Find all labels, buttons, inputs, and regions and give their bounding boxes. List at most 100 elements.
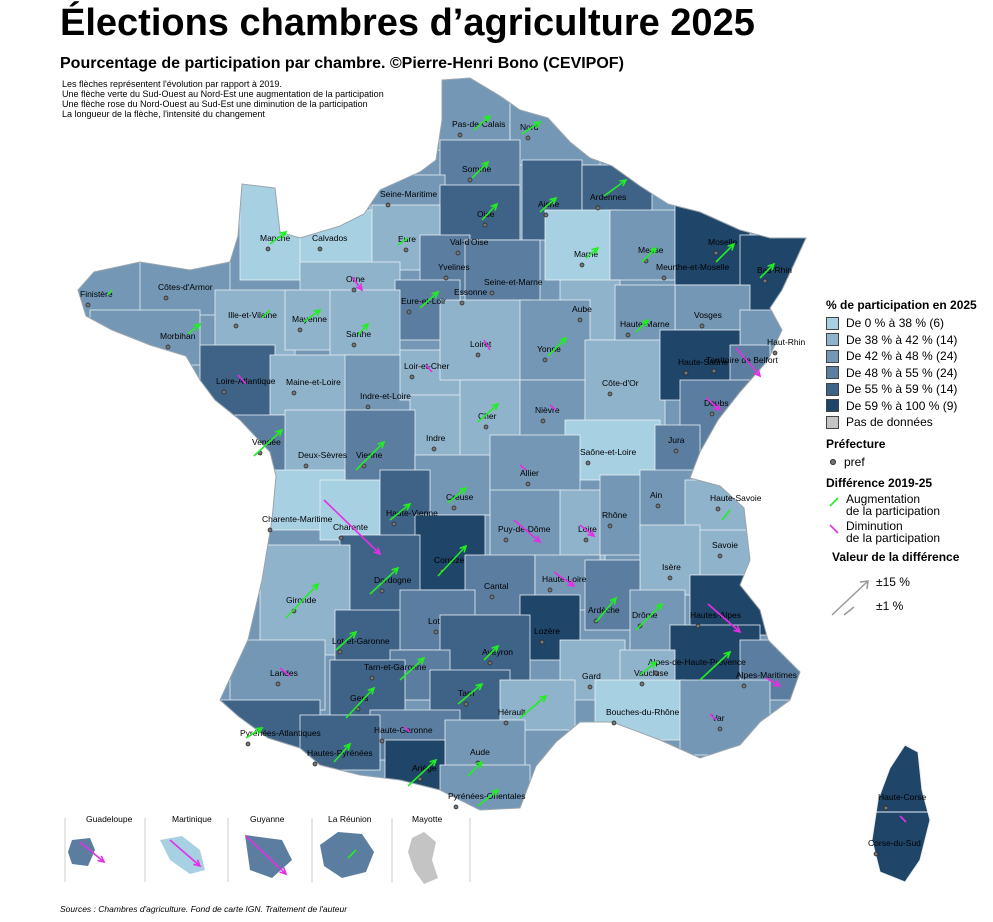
prefecture-dot	[503, 537, 509, 543]
prefecture-dot	[607, 523, 613, 529]
prefecture-dot	[303, 463, 309, 469]
prefecture-dot	[487, 660, 493, 666]
prefecture-dot	[717, 553, 723, 559]
prefecture-dot	[489, 290, 495, 296]
legend-prefecture-label: pref	[844, 454, 865, 469]
prefecture-dot	[587, 684, 593, 690]
note-line: Une flèche rose du Nord-Ouest au Sud-Est…	[62, 99, 368, 109]
prefecture-dot	[762, 278, 768, 284]
prefecture-dot	[607, 391, 613, 397]
map-subtitle: Pourcentage de participation par chambre…	[60, 55, 624, 72]
prefecture-dot	[85, 302, 91, 308]
department-label: Val-d'Oise	[450, 237, 489, 247]
department-label: Vienne	[356, 450, 383, 460]
increase-arrow	[639, 660, 658, 676]
increase-arrow	[245, 727, 264, 739]
legend-value-big: ±15 %	[876, 575, 910, 589]
prefecture-dot	[577, 317, 583, 323]
department-label: Drôme	[632, 610, 658, 620]
prefecture-dot	[883, 805, 889, 811]
prefecture-dot	[639, 681, 645, 687]
increase-arrow	[389, 502, 412, 521]
decrease-arrow	[549, 404, 557, 411]
increase-arrow	[471, 160, 490, 179]
department-label: Ariège	[412, 763, 437, 773]
prefecture-dot	[275, 681, 281, 687]
legend-class-item: De 42 % à 48 % (24)	[826, 348, 993, 365]
decrease-arrow	[765, 677, 782, 687]
increase-arrow	[473, 114, 492, 131]
prefecture-dot	[312, 761, 318, 767]
department-label: Yonne	[537, 344, 561, 354]
prefecture-dot	[365, 404, 371, 410]
prefecture-dot	[467, 177, 473, 183]
increase-arrow	[539, 196, 558, 213]
department-label: Eure-et-Loir	[401, 296, 446, 306]
department-label: Indre	[426, 433, 446, 443]
prefecture-dot	[625, 332, 631, 338]
department-label: Vosges	[694, 310, 722, 320]
department-label: Jura	[668, 435, 685, 445]
increase-arrow-icon	[829, 497, 839, 507]
increase-arrow	[715, 242, 736, 263]
department-label: Hérault	[498, 707, 526, 717]
increase-arrow	[585, 246, 600, 259]
department-label: Corrèze	[434, 555, 465, 565]
prefecture-dot	[457, 132, 463, 138]
department-label: Indre-et-Loire	[360, 391, 411, 401]
legend-class-item: De 55 % à 59 % (14)	[826, 381, 993, 398]
increase-arrow	[481, 202, 499, 221]
decrease-arrow	[403, 726, 411, 733]
prefecture-dot	[873, 851, 879, 857]
legend-increase-item: Augmentation de la participation	[826, 493, 993, 517]
legend-increase-line2: de la participation	[846, 504, 941, 518]
prefecture-dot	[463, 701, 469, 707]
legend-value-scale: ±15 % ±1 %	[826, 567, 993, 617]
increase-arrow	[603, 178, 628, 197]
value-scale-arrows-icon	[831, 580, 869, 616]
increase-arrow	[419, 290, 440, 309]
department-label: Charente	[333, 522, 368, 532]
decrease-arrow	[579, 524, 596, 538]
overseas-label: La Réunion	[328, 814, 372, 824]
department-label: Loiret	[470, 339, 492, 349]
department-label: Isère	[662, 562, 681, 572]
department-label: Landes	[270, 668, 298, 678]
increase-arrow	[635, 602, 664, 631]
change-arrows	[79, 114, 907, 876]
prefecture-dot	[431, 446, 437, 452]
increase-arrow	[457, 682, 484, 705]
decrease-arrow	[519, 464, 527, 471]
prefecture-dot	[585, 460, 591, 466]
prefecture-dot	[385, 202, 391, 208]
increase-arrow	[547, 336, 568, 357]
department-label: Aude	[470, 747, 490, 757]
prefecture-dot-icon	[830, 458, 836, 465]
prefecture-dot	[482, 222, 488, 228]
prefecture-dot	[543, 212, 549, 218]
department-label: Côte-d'Or	[602, 378, 639, 388]
legend-class-item: De 38 % à 42 % (14)	[826, 332, 993, 349]
department-label: Ardèche	[588, 605, 620, 615]
prefecture-dot	[351, 342, 357, 348]
prefecture-dot	[337, 649, 343, 655]
legend-decrease-item: Diminution de la participation	[826, 520, 993, 544]
increase-arrow	[521, 121, 542, 135]
overseas-insets	[64, 818, 471, 884]
department-label: Deux-Sèvres	[298, 450, 347, 460]
increase-arrow	[635, 318, 650, 333]
prefecture-dot	[503, 720, 509, 726]
prefecture-dot	[483, 424, 489, 430]
department-label: Maine-et-Loire	[286, 377, 341, 387]
prefecture-dot	[475, 352, 481, 358]
department-label: Rhône	[602, 510, 627, 520]
increase-arrow	[407, 758, 438, 787]
prefecture-dot	[489, 594, 495, 600]
increase-arrow	[345, 686, 376, 719]
arrow-notes: Les flèches représentent l'évolution par…	[62, 79, 384, 119]
department-label: Oise	[477, 209, 495, 219]
prefecture-dot	[717, 726, 723, 732]
increase-arrow	[477, 788, 500, 807]
prefecture-dot	[355, 706, 361, 712]
prefecture-dot	[379, 588, 385, 594]
